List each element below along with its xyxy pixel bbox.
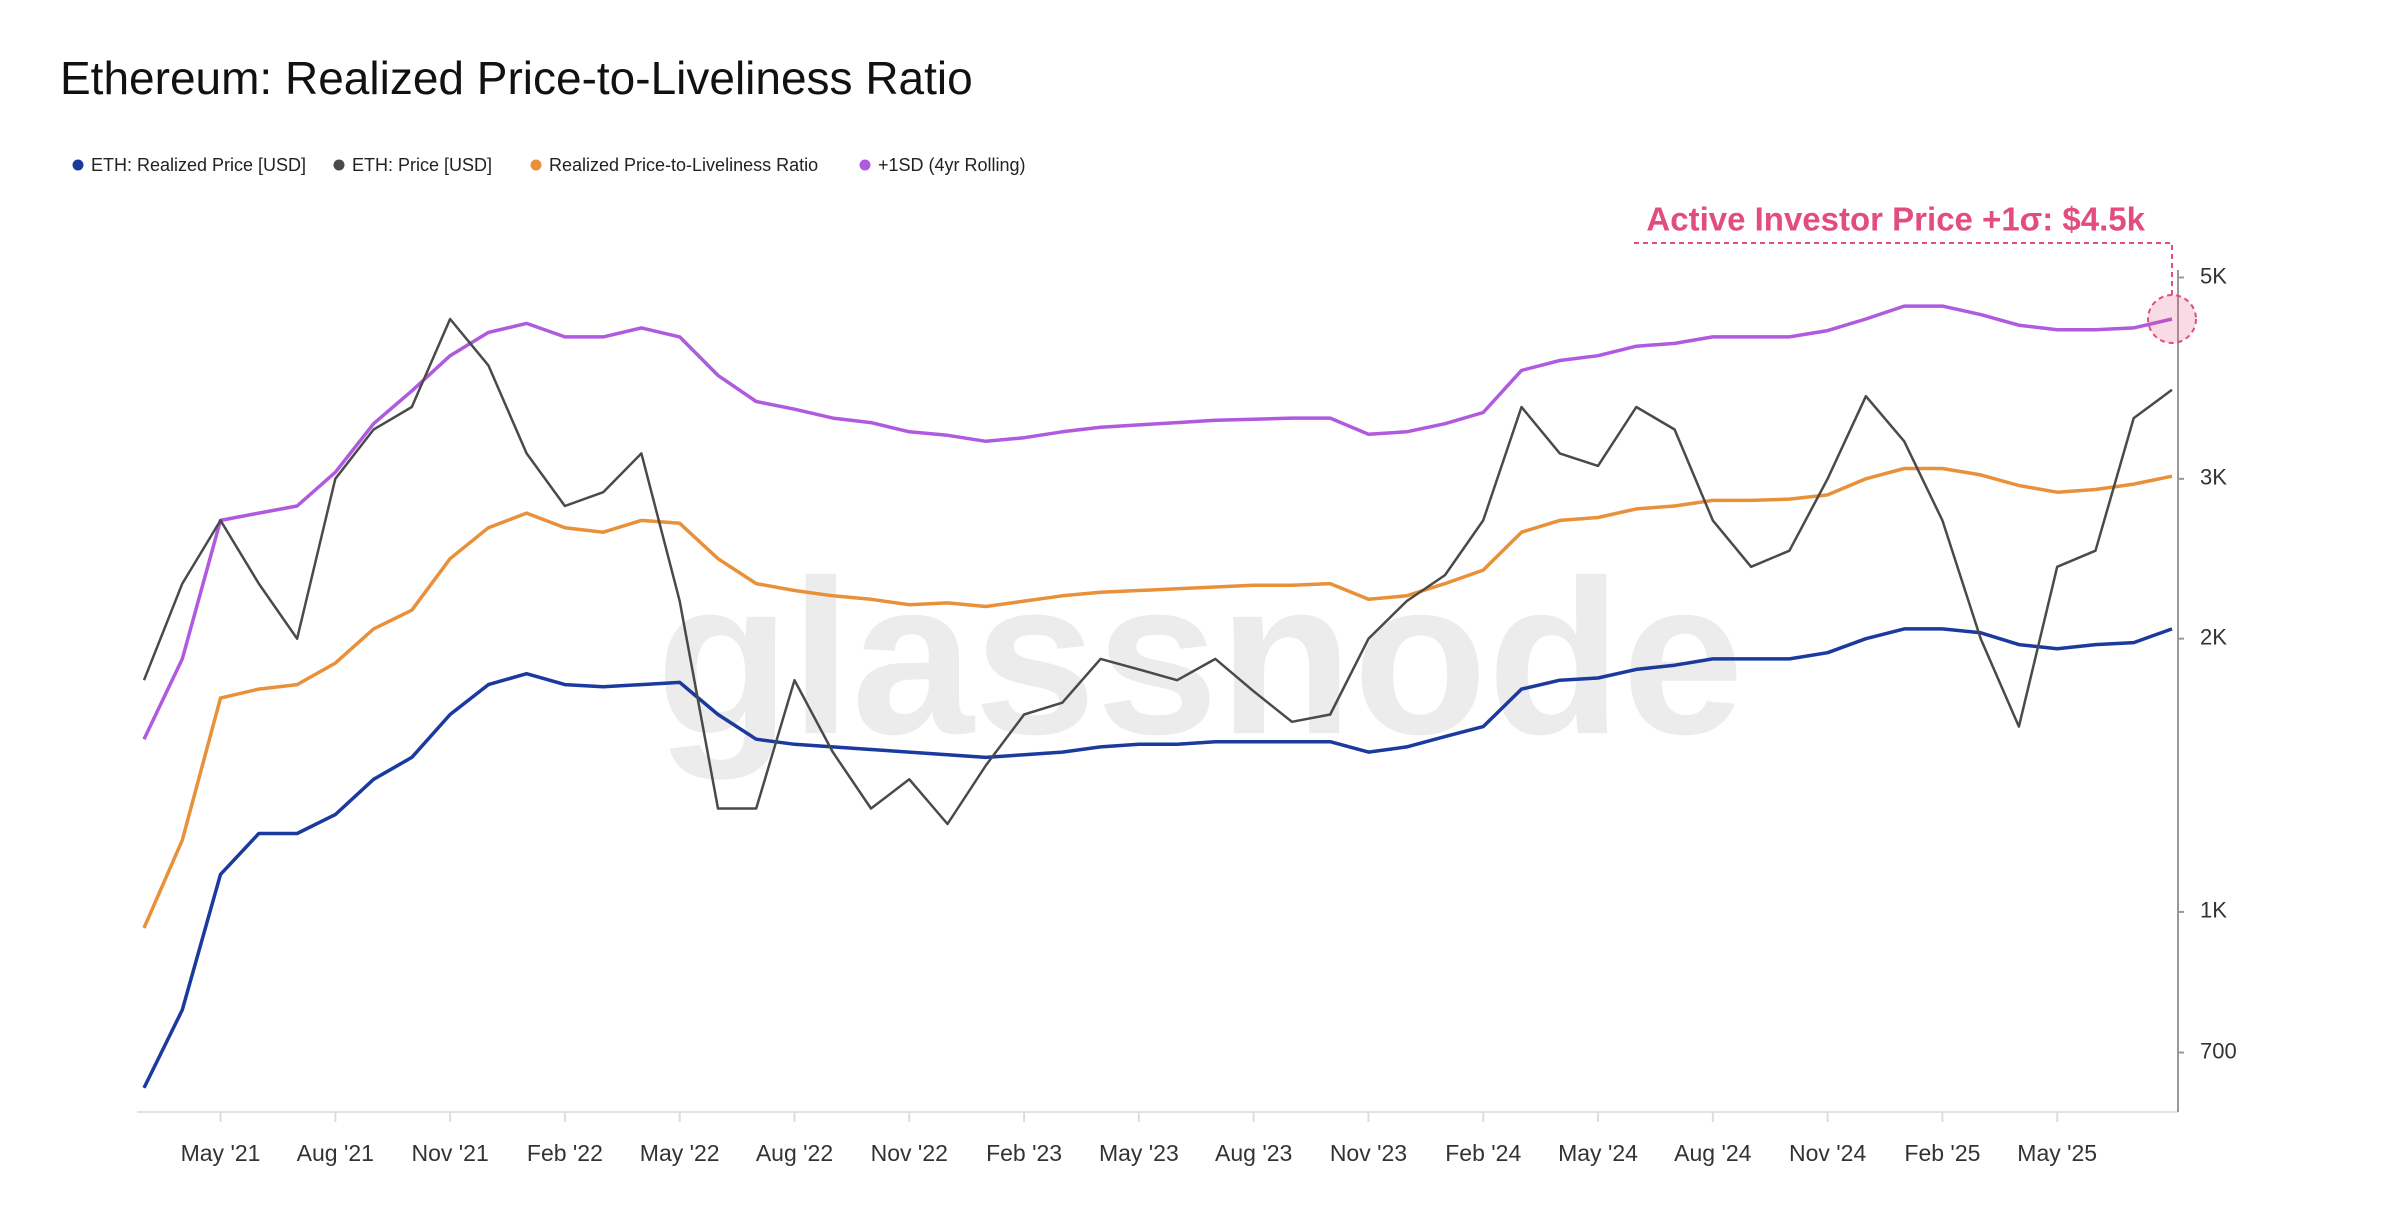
plot-area [142, 304, 2173, 1089]
x-tick-label: Nov '23 [1330, 1140, 1407, 1166]
x-tick-label: Aug '23 [1215, 1140, 1292, 1166]
x-tick-label: May '23 [1099, 1140, 1179, 1166]
annotation: Active Investor Price +1σ: $4.5k [1646, 201, 2145, 238]
annotation-marker [2147, 293, 2197, 344]
legend-label: +1SD (4yr Rolling) [878, 155, 1026, 175]
annotation-leader [1634, 242, 2173, 295]
legend-marker [859, 159, 871, 171]
x-tick-label: Feb '24 [1445, 1140, 1521, 1166]
chart-title: Ethereum: Realized Price-to-Liveliness R… [60, 52, 973, 104]
series-line [142, 466, 2173, 929]
y-tick-label: 700 [2200, 1038, 2237, 1063]
x-tick-label: Feb '22 [527, 1140, 603, 1166]
series-line [142, 317, 2173, 826]
y-tick-label: 5K [2200, 263, 2227, 288]
legend-label: ETH: Price [USD] [352, 155, 492, 175]
x-tick-label: May '24 [1558, 1140, 1638, 1166]
x-tick-label: May '22 [640, 1140, 720, 1166]
legend-label: Realized Price-to-Liveliness Ratio [549, 155, 818, 175]
watermark: glassnode [656, 534, 1744, 780]
legend-marker [530, 159, 542, 171]
x-tick-label: Nov '24 [1789, 1140, 1866, 1166]
x-tick-label: Aug '22 [756, 1140, 833, 1166]
y-tick-label: 1K [2200, 898, 2227, 923]
y-tick-label: 3K [2200, 465, 2227, 490]
y-tick-label: 2K [2200, 624, 2227, 649]
legend-label: ETH: Realized Price [USD] [91, 155, 306, 175]
x-tick-label: Aug '24 [1674, 1140, 1751, 1166]
x-tick-label: Feb '25 [1904, 1140, 1980, 1166]
legend-marker [72, 159, 84, 171]
x-tick-label: May '25 [2017, 1140, 2097, 1166]
x-tick-label: May '21 [181, 1140, 261, 1166]
x-tick-label: Aug '21 [297, 1140, 374, 1166]
x-tick-label: Feb '23 [986, 1140, 1062, 1166]
x-tick-label: Nov '22 [871, 1140, 948, 1166]
legend-marker [333, 159, 345, 171]
series-line [142, 304, 2173, 740]
x-tick-label: Nov '21 [411, 1140, 488, 1166]
series-line [142, 627, 2173, 1089]
